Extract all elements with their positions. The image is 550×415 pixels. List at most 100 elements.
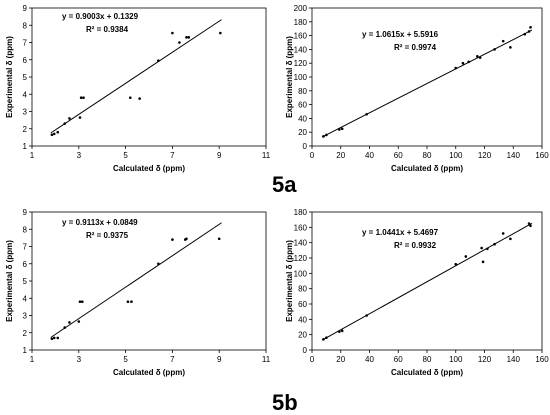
data-point: [126, 300, 130, 304]
data-point: [128, 96, 132, 99]
data-point: [478, 56, 482, 59]
x-tick-label: 40: [365, 355, 374, 364]
data-point: [365, 314, 368, 317]
x-tick-label: 3: [77, 151, 82, 160]
data-point: [493, 48, 496, 51]
data-point: [501, 39, 505, 43]
y-tick-label: 1: [23, 142, 28, 151]
data-point: [130, 300, 133, 304]
x-tick-label: 80: [423, 151, 432, 160]
x-tick-label: 7: [170, 355, 175, 364]
y-tick-label: 160: [294, 32, 308, 41]
data-point: [501, 232, 505, 235]
data-point: [493, 242, 496, 246]
x-tick-label: 11: [262, 151, 271, 160]
data-point: [52, 336, 56, 340]
data-point: [185, 36, 188, 39]
x-tick-label: 11: [262, 355, 271, 364]
x-tick-label: 140: [507, 355, 521, 364]
y-tick-label: 20: [298, 331, 307, 340]
data-point: [476, 55, 479, 58]
data-point: [138, 97, 141, 100]
data-point: [56, 130, 60, 134]
y-tick-label: 2: [23, 125, 28, 134]
data-point: [486, 247, 489, 251]
data-point: [461, 61, 465, 65]
data-point: [178, 41, 181, 44]
x-tick-label: 160: [535, 355, 549, 364]
data-point: [50, 337, 54, 341]
x-tick-label: 80: [423, 355, 432, 364]
plot-frame: [31, 7, 267, 147]
chart-5a-carbon: 0 20 40 60 80 100 120 140 160 0 20 40 60 80 100 120 140 1…: [285, 4, 549, 173]
y-axis-label: Experimental δ (ppm): [5, 240, 14, 322]
x-tick-label: 100: [449, 151, 463, 160]
y-tick-label: 180: [294, 208, 308, 217]
y-tick-label: 7: [23, 243, 28, 252]
y-tick-label: 200: [294, 4, 308, 13]
x-tick-label: 5: [123, 355, 128, 364]
x-tick-label: 120: [478, 355, 492, 364]
x-tick-label: 0: [310, 151, 315, 160]
y-tick-label: 60: [298, 101, 307, 110]
data-point: [325, 336, 328, 340]
y-tick-label: 6: [23, 56, 28, 65]
data-point: [338, 128, 341, 131]
x-tick-label: 1: [30, 355, 35, 364]
data-point: [529, 26, 532, 29]
data-point: [365, 112, 368, 116]
data-point: [68, 117, 71, 120]
plot-frame: [311, 7, 543, 147]
y-axis-label: Experimental δ (ppm): [285, 240, 294, 322]
data-point: [82, 96, 85, 99]
data-point: [185, 237, 188, 241]
data-point: [338, 330, 341, 333]
data-point: [322, 135, 325, 138]
x-tick-label: 9: [217, 151, 222, 160]
data-point: [509, 237, 512, 241]
data-point: [79, 96, 83, 99]
y-tick-label: 9: [23, 4, 28, 13]
x-tick-label: 7: [170, 151, 175, 160]
data-point: [219, 31, 222, 35]
data-point: [63, 122, 67, 125]
r-squared-label: R² = 0.9384: [86, 25, 129, 34]
data-point: [454, 262, 458, 266]
x-tick-label: 100: [449, 355, 463, 364]
y-tick-label: 140: [294, 45, 308, 54]
x-axis-label: Calculated δ (ppm): [391, 368, 463, 377]
y-tick-label: 160: [294, 223, 308, 232]
figure-label-5a: 5a: [272, 172, 297, 197]
r-squared-label: R² = 0.9974: [394, 43, 437, 52]
chart-5b-carbon: 0 20 40 60 80 100 120 140 160 0 20 40 60 80 100 120 140 1…: [285, 208, 549, 377]
y-tick-label: 1: [23, 346, 28, 355]
y-tick-label: 8: [23, 225, 28, 234]
x-tick-label: 60: [394, 355, 403, 364]
y-tick-label: 80: [298, 87, 307, 96]
data-point: [527, 222, 531, 225]
r-squared-label: R² = 0.9932: [394, 241, 437, 250]
y-tick-label: 40: [298, 315, 307, 324]
data-point: [78, 300, 82, 304]
y-axis-label: Experimental δ (ppm): [5, 36, 14, 118]
data-point: [454, 66, 458, 70]
data-point: [63, 326, 67, 329]
data-point: [480, 246, 483, 250]
y-tick-label: 4: [23, 294, 28, 303]
trendline: [50, 19, 222, 134]
x-axis-label: Calculated δ (ppm): [391, 164, 463, 173]
y-tick-label: 80: [298, 285, 307, 294]
x-tick-label: 40: [365, 151, 374, 160]
r-squared-label: R² = 0.9375: [86, 231, 129, 240]
data-point: [81, 300, 84, 304]
y-tick-label: 9: [23, 208, 28, 217]
data-point: [56, 336, 60, 340]
x-tick-label: 3: [77, 355, 82, 364]
regression-equation: y = 0.9003x + 0.1329: [62, 12, 139, 21]
x-tick-label: 160: [535, 151, 549, 160]
y-tick-label: 7: [23, 39, 28, 48]
figure-label-5b: 5b: [272, 390, 298, 415]
data-point: [464, 255, 468, 258]
